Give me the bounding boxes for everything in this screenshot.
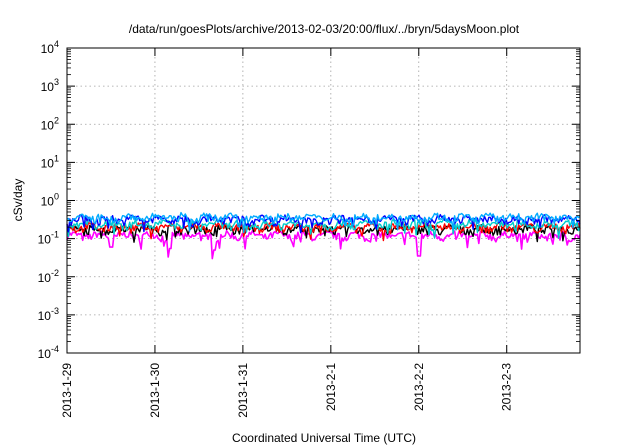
x-tick-label: 2013-1-29 [60,363,74,418]
y-tick-exponent: -3 [51,306,59,316]
y-tick-exponent: 0 [54,192,59,202]
y-tick-exponent: 4 [54,39,59,49]
y-tick-exponent: -2 [51,268,59,278]
x-tick-label: 2013-2-2 [412,363,426,411]
x-tick-labels: 2013-1-29 2013-1-30 2013-1-31 2013-2-1 2013-… [60,363,514,418]
y-tick-exponent: 1 [54,153,59,163]
y-tick-base: 10 [41,118,55,132]
y-tick-label: 102 [41,115,59,132]
y-tick-label: 101 [41,153,59,170]
y-tick-label: 103 [41,77,59,94]
y-tick-base: 10 [41,42,55,56]
x-tick-label: 2013-2-1 [324,363,338,411]
x-tick-label: 2013-1-31 [236,363,250,418]
y-tick-label: 10-4 [38,344,59,361]
y-tick-exponent: -1 [51,230,59,240]
y-tick-base: 10 [41,156,55,170]
y-axis-title: cSv/day [11,179,25,222]
series-lines [66,211,581,260]
tick-marks [66,47,580,354]
y-tick-label: 104 [41,39,59,56]
chart-title: /data/run/goesPlots/archive/2013-02-03/2… [129,22,520,36]
y-tick-exponent: -4 [51,344,59,354]
y-tick-exponent: 3 [54,77,59,87]
y-tick-base: 10 [38,309,52,323]
y-tick-base: 10 [38,271,52,285]
y-tick-base: 10 [41,195,55,209]
y-tick-base: 10 [41,80,55,94]
y-tick-label: 100 [41,192,59,209]
x-axis-title: Coordinated Universal Time (UTC) [232,431,416,445]
y-tick-exponent: 2 [54,115,59,125]
y-tick-label: 10-3 [38,306,59,323]
x-tick-label: 2013-2-3 [500,363,514,411]
y-tick-base: 10 [38,233,52,247]
y-tick-base: 10 [38,347,52,361]
series-line [66,218,581,239]
x-tick-label: 2013-1-30 [148,363,162,418]
y-tick-label: 10-1 [38,230,59,247]
y-tick-label: 10-2 [38,268,59,285]
series-line [66,211,581,234]
